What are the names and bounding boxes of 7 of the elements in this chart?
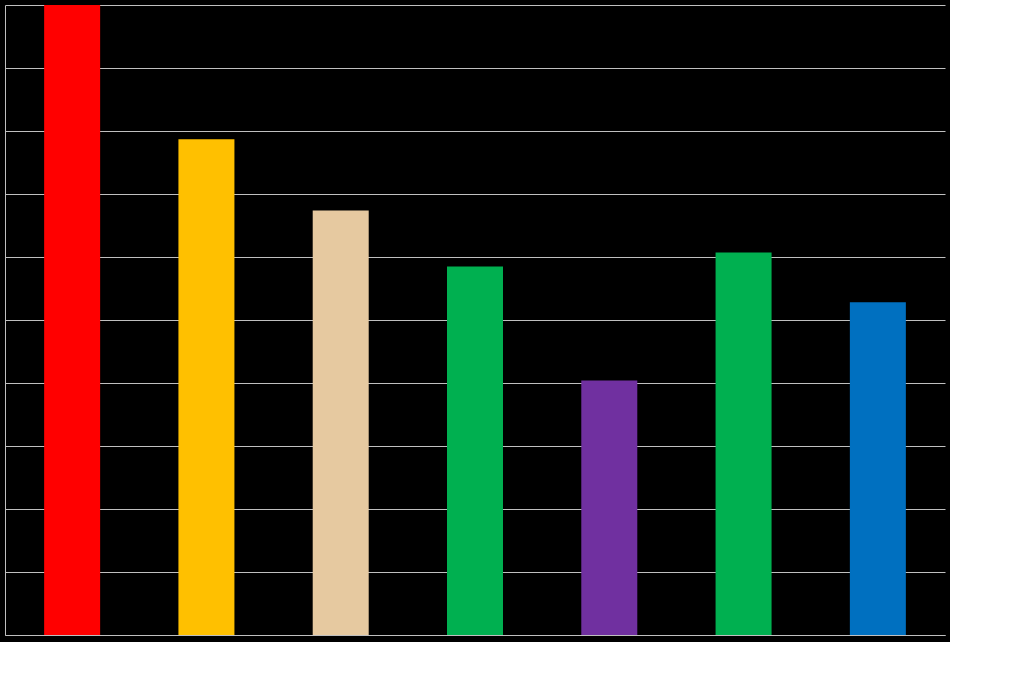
- bar: [312, 210, 369, 635]
- bar: [849, 302, 906, 635]
- bar: [447, 266, 503, 635]
- bar: [581, 380, 638, 635]
- bar: [178, 139, 235, 635]
- bar: [44, 5, 101, 635]
- bar: [715, 252, 772, 635]
